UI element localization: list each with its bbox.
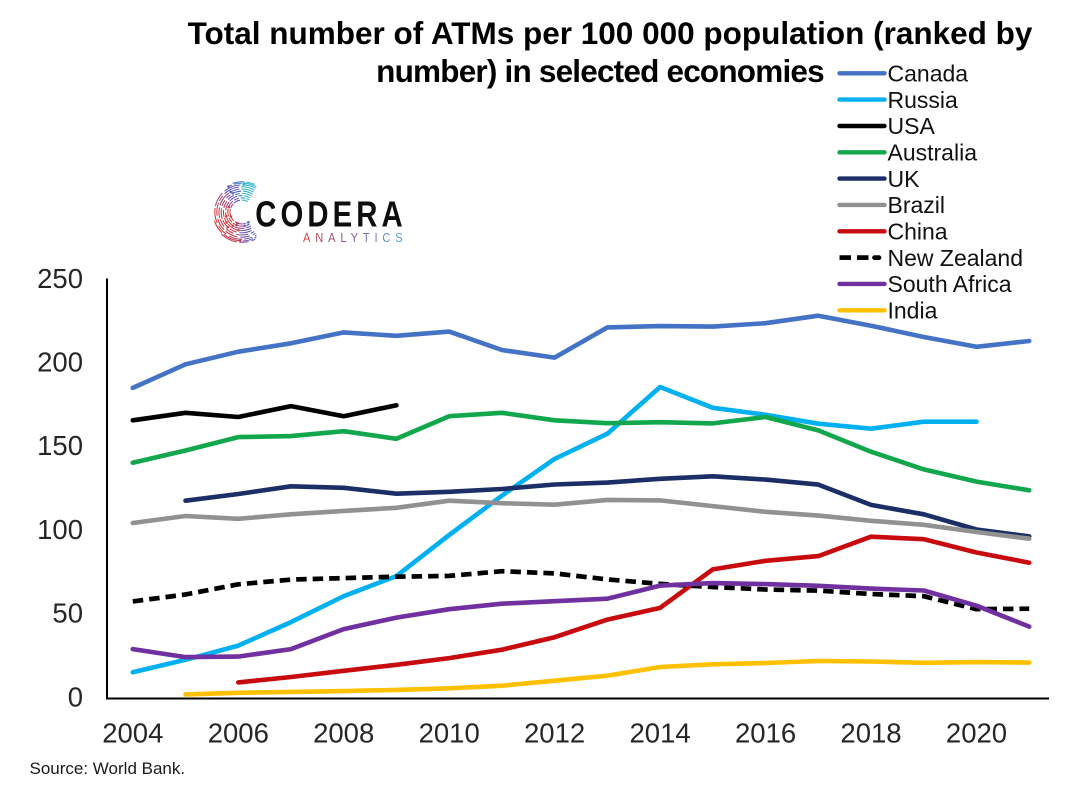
svg-text:Russia: Russia — [888, 87, 959, 113]
svg-text:2016: 2016 — [735, 718, 796, 749]
svg-text:Australia: Australia — [888, 140, 978, 166]
svg-text:New Zealand: New Zealand — [888, 245, 1024, 271]
svg-text:2010: 2010 — [419, 718, 480, 749]
svg-text:2006: 2006 — [208, 718, 269, 749]
svg-text:South Africa: South Africa — [888, 271, 1012, 297]
svg-text:ANALYTICS: ANALYTICS — [303, 231, 408, 245]
svg-text:2008: 2008 — [313, 718, 374, 749]
svg-text:2020: 2020 — [946, 718, 1007, 749]
svg-text:150: 150 — [37, 430, 83, 461]
svg-text:0: 0 — [68, 681, 83, 712]
svg-text:Source: World Bank.: Source: World Bank. — [30, 759, 186, 778]
svg-text:China: China — [888, 219, 948, 245]
svg-text:2018: 2018 — [840, 718, 901, 749]
svg-text:UK: UK — [888, 166, 921, 192]
svg-text:Brazil: Brazil — [888, 192, 946, 218]
svg-text:2014: 2014 — [630, 718, 691, 749]
svg-text:2012: 2012 — [524, 718, 585, 749]
svg-text:USA: USA — [888, 113, 936, 139]
svg-text:100: 100 — [37, 514, 83, 545]
svg-text:India: India — [888, 298, 938, 324]
svg-text:CODERA: CODERA — [255, 194, 406, 235]
svg-text:50: 50 — [52, 598, 83, 629]
svg-text:2004: 2004 — [102, 718, 163, 749]
svg-text:Canada: Canada — [888, 61, 969, 87]
svg-text:200: 200 — [37, 347, 83, 378]
svg-text:250: 250 — [37, 263, 83, 294]
